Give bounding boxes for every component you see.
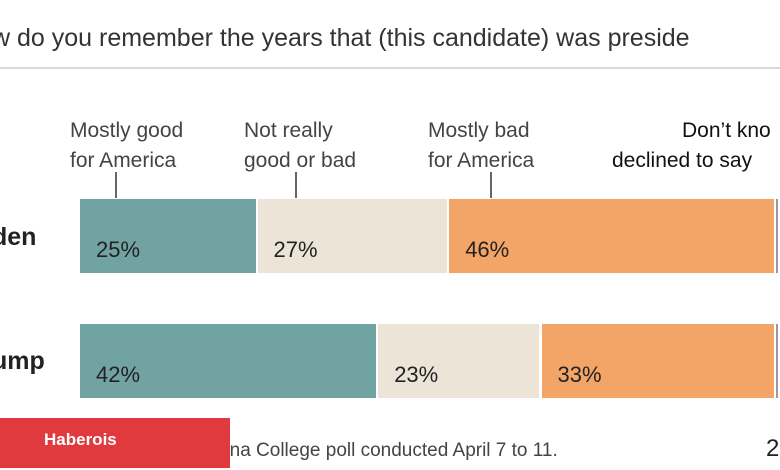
- legend-dont-know-line2: declined to say: [612, 149, 753, 172]
- legend-mostly-bad: Mostly bad for America: [428, 116, 534, 176]
- bar-biden-dont-know: [775, 199, 780, 273]
- legend-mostly-bad-line2: for America: [428, 149, 535, 172]
- bar-trump-mostly-bad: 33%: [541, 324, 776, 398]
- legend-mostly-good-line2: for America: [70, 149, 177, 172]
- value-label-trump-mostly-good: 42%: [96, 362, 141, 387]
- legend-mostly-bad-line1: Mostly bad: [428, 119, 530, 142]
- row-label-biden: den: [0, 223, 37, 251]
- bar-trump-dont-know: [775, 324, 780, 398]
- legend-tick-mostly-good: [115, 172, 117, 198]
- bar-trump-mostly-good: 42%: [80, 324, 379, 398]
- row-label-trump: ump: [0, 347, 45, 375]
- legend-tick-not-really: [295, 172, 297, 198]
- title-divider: [0, 67, 780, 69]
- value-label-trump-mostly-bad: 33%: [557, 362, 602, 387]
- value-label-trump-not-really: 23%: [394, 362, 439, 387]
- page-number: 2: [766, 435, 780, 462]
- publisher-badge-label: Haberois: [44, 430, 117, 449]
- bar-trump-not-really: 23%: [378, 324, 542, 398]
- publisher-badge[interactable]: Haberois: [0, 418, 230, 468]
- legend-not-really-line2: good or bad: [244, 149, 357, 172]
- value-label-biden-not-really: 27%: [273, 237, 318, 262]
- legend-mostly-good-line1: Mostly good: [70, 119, 184, 142]
- bar-biden-not-really: 27%: [257, 199, 450, 273]
- bar-biden-mostly-good: 25%: [80, 199, 258, 273]
- bar-biden-mostly-bad: 46%: [449, 199, 776, 273]
- legend-declined: declined to say: [612, 146, 752, 176]
- legend-mostly-good: Mostly good for America: [70, 116, 183, 176]
- legend-dont-know: Don’t kno: [682, 116, 771, 146]
- value-label-biden-mostly-bad: 46%: [465, 237, 510, 262]
- legend-not-really-line1: Not really: [244, 119, 333, 142]
- chart-title: w do you remember the years that (this c…: [0, 24, 690, 52]
- legend-not-really: Not really good or bad: [244, 116, 356, 176]
- legend-tick-mostly-bad: [490, 172, 492, 198]
- value-label-biden-mostly-good: 25%: [96, 237, 141, 262]
- legend-dont-know-line1: Don’t kno: [682, 119, 771, 142]
